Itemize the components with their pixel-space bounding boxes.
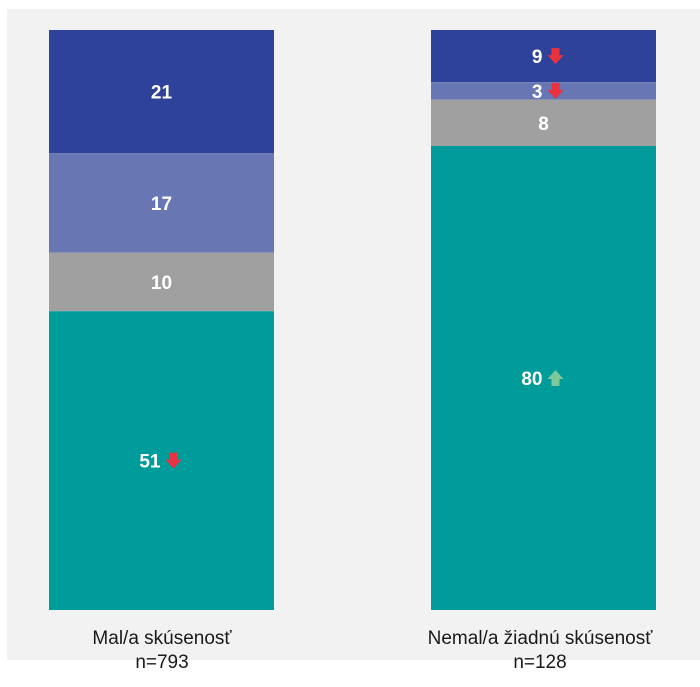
arrow-down-icon — [165, 452, 182, 469]
data-label-1-1: 21 — [151, 83, 173, 104]
bar-segment-1-3 — [49, 252, 274, 312]
arrow-up-icon — [547, 370, 564, 386]
data-label-2-4: 80 — [521, 369, 542, 390]
bar-segment-1-2 — [49, 153, 274, 253]
bar-segment-2-3 — [431, 99, 656, 146]
arrow-down-icon — [547, 48, 564, 65]
data-label-1-3: 10 — [151, 273, 172, 294]
data-label-2-2: 3 — [532, 82, 543, 103]
sample-size-1: n=793 — [135, 652, 189, 673]
category-name-1: Mal/a skúsenosť — [92, 628, 232, 649]
category-name-2: Nemal/a žiadnú skúsenosť — [427, 628, 653, 649]
bar-segment-1-4 — [49, 311, 274, 610]
bar-segment-1-1 — [49, 30, 274, 154]
category-label-2: Nemal/a žiadnú skúsenosť n=128 — [380, 627, 700, 675]
data-label-1-4: 51 — [139, 452, 161, 473]
bar-segment-2-4 — [431, 146, 656, 610]
category-label-1: Mal/a skúsenosť n=793 — [42, 627, 282, 675]
bar-segment-2-1 — [431, 30, 656, 83]
data-label-1-2: 17 — [151, 194, 172, 215]
arrow-down-icon — [547, 82, 564, 99]
data-label-2-1: 9 — [532, 47, 543, 68]
sample-size-2: n=128 — [513, 652, 567, 673]
bar-segment-2-2 — [431, 82, 656, 100]
data-label-2-3: 8 — [538, 114, 549, 135]
